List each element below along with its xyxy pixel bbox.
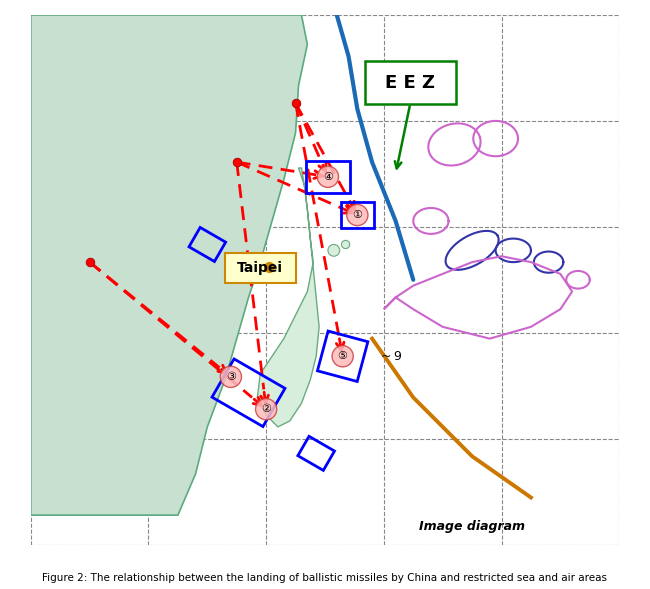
Circle shape	[220, 366, 241, 388]
Polygon shape	[31, 15, 307, 515]
Circle shape	[317, 166, 339, 187]
Text: ④: ④	[323, 172, 333, 182]
FancyBboxPatch shape	[365, 61, 456, 104]
Polygon shape	[257, 168, 319, 427]
Circle shape	[346, 204, 368, 226]
Text: Figure 2: The relationship between the landing of ballistic missiles by China an: Figure 2: The relationship between the l…	[42, 573, 608, 583]
Text: E E Z: E E Z	[385, 74, 436, 92]
Text: Taipei: Taipei	[237, 261, 283, 275]
Text: ~ 9: ~ 9	[381, 350, 402, 363]
Text: ①: ①	[352, 210, 362, 220]
Circle shape	[328, 244, 340, 256]
FancyBboxPatch shape	[225, 253, 296, 283]
Text: ③: ③	[226, 372, 236, 382]
Text: ②: ②	[261, 404, 271, 414]
Text: Image diagram: Image diagram	[419, 521, 525, 534]
Circle shape	[341, 240, 350, 249]
Circle shape	[255, 399, 277, 420]
Text: ⑤: ⑤	[337, 351, 348, 361]
Circle shape	[332, 346, 353, 367]
